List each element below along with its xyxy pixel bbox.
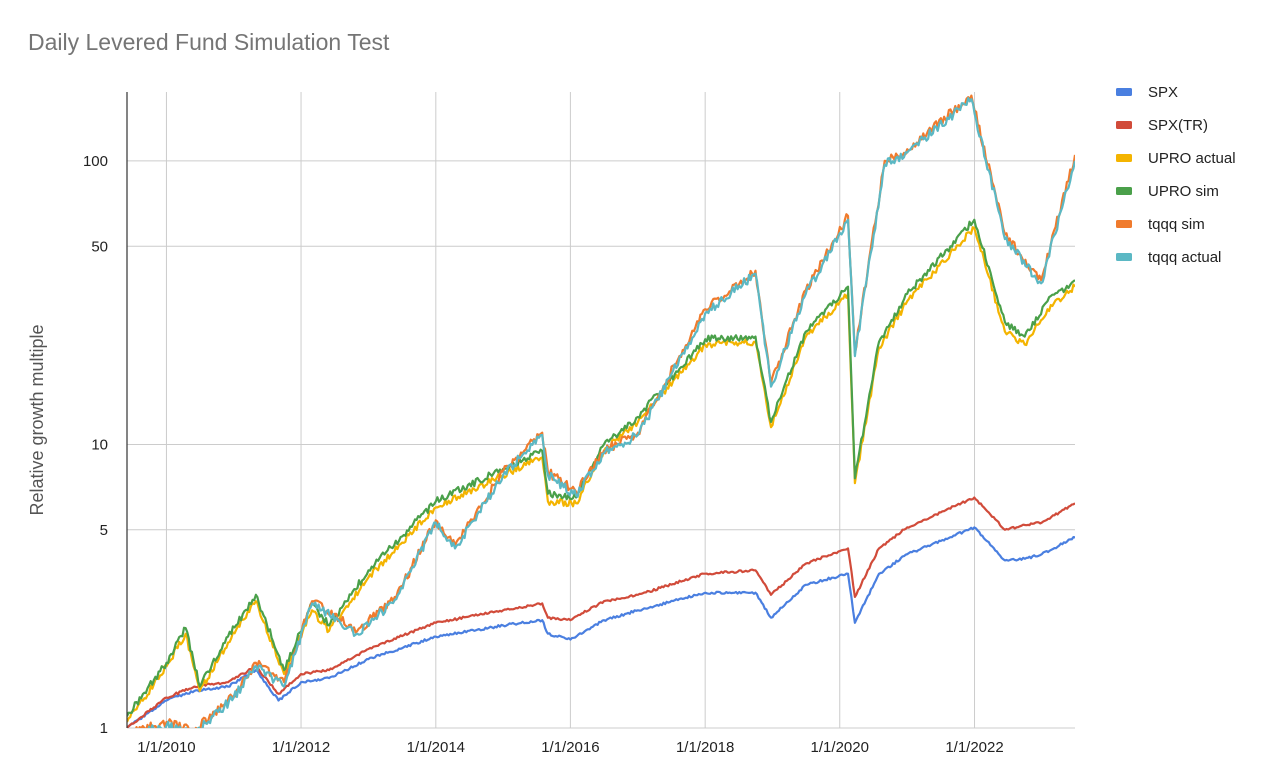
x-tick-label: 1/1/2010 [137,739,195,756]
y-tick-label: 100 [83,153,108,170]
legend-swatch [1116,220,1132,228]
legend-label: UPRO sim [1148,183,1219,200]
legend-swatch [1116,187,1132,195]
y-tick-label: 50 [91,238,108,255]
x-tick-label: 1/1/2020 [811,739,869,756]
gridlines [127,92,1075,729]
y-tick-label: 1 [100,720,108,737]
legend-label: SPX [1148,84,1178,101]
y-tick-label: 10 [91,436,108,453]
x-tick-label: 1/1/2016 [541,739,599,756]
legend-label: SPX(TR) [1148,117,1208,134]
legend-swatch [1116,154,1132,162]
y-tick-label: 5 [100,522,108,539]
x-tick-label: 1/1/2012 [272,739,330,756]
legend-label: UPRO actual [1148,150,1236,167]
chart-title: Daily Levered Fund Simulation Test [28,29,390,55]
series-line [127,218,1075,717]
series-line [147,97,1075,728]
legend-label: tqqq actual [1148,249,1221,266]
axis-ticks: 1 5 10 50 100 1/1/2010 1/1/2012 1/1/2014 1/1/201… [83,153,1004,756]
x-tick-label: 1/1/2014 [407,739,465,756]
x-tick-label: 1/1/2018 [676,739,734,756]
legend-swatch [1116,253,1132,261]
series-line [127,526,1075,728]
legend-swatch [1116,121,1132,129]
x-tick-label: 1/1/2022 [945,739,1003,756]
legend: SPX SPX(TR) UPRO actual UPRO sim tqqq sim tqq… [1116,84,1236,266]
legend-label: tqqq sim [1148,216,1205,233]
series-line [127,496,1075,728]
series-line [127,226,1075,723]
y-axis-label: Relative growth multiple [27,324,47,515]
legend-swatch [1116,88,1132,96]
series-lines [127,94,1075,728]
